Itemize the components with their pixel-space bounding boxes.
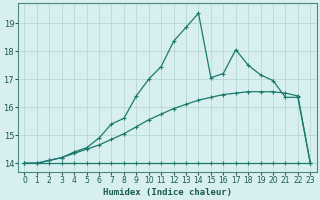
X-axis label: Humidex (Indice chaleur): Humidex (Indice chaleur): [103, 188, 232, 197]
